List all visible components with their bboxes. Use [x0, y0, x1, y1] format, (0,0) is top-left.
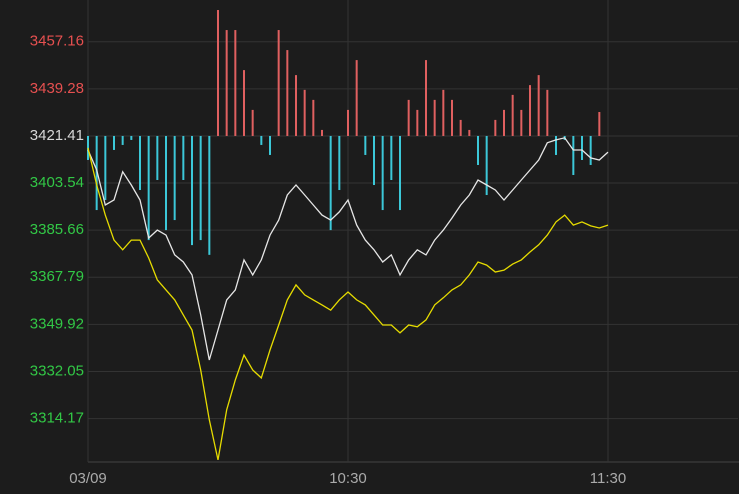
bar [139, 135, 141, 191]
bar [130, 135, 133, 140]
bar [269, 135, 271, 155]
bar [598, 112, 601, 136]
bar [555, 135, 557, 155]
bar [295, 75, 297, 136]
bar [95, 135, 98, 211]
bar [321, 129, 323, 136]
bar [277, 30, 280, 136]
bar [312, 99, 315, 136]
bar [338, 135, 341, 191]
bar [433, 99, 436, 136]
bar [286, 50, 289, 136]
bar [373, 135, 375, 186]
x-tick-label: 10:30 [329, 470, 367, 487]
bar [347, 109, 349, 136]
bar [520, 109, 523, 136]
bar [381, 135, 384, 211]
bar [329, 135, 332, 231]
y-tick-label: 3457.16 [30, 33, 84, 50]
bar [589, 135, 592, 165]
bar [113, 135, 115, 150]
bar [173, 135, 176, 221]
y-tick-label: 3385.66 [30, 221, 84, 238]
bar [407, 99, 410, 136]
bar [251, 109, 254, 136]
bar [217, 10, 219, 136]
bar [191, 135, 193, 246]
bar [199, 135, 202, 241]
y-tick-label: 3332.05 [30, 362, 84, 379]
bar [425, 60, 427, 136]
x-tick-label: 11:30 [590, 470, 626, 487]
bar [468, 129, 471, 136]
bar [529, 85, 531, 136]
bar [459, 119, 462, 136]
price-line [87, 137, 609, 361]
bar [442, 89, 445, 136]
x-tick-label: 03/09 [69, 470, 107, 487]
bar [165, 135, 167, 231]
bar [260, 135, 263, 145]
bar [511, 94, 514, 136]
bar [121, 135, 124, 145]
y-tick-label: 3314.17 [30, 410, 84, 427]
bar [147, 135, 150, 241]
bar [503, 109, 505, 136]
bar [451, 99, 453, 136]
bar [416, 109, 419, 136]
bar [494, 119, 497, 136]
y-tick-label: 3349.92 [30, 315, 84, 332]
bar [477, 135, 479, 165]
y-tick-label: 3475.03 [30, 0, 84, 3]
bar [581, 135, 583, 160]
bar [572, 135, 575, 175]
bar [485, 135, 488, 196]
bar [399, 135, 401, 211]
bar [364, 135, 367, 155]
y-tick-label: 3403.54 [30, 174, 84, 191]
bar [234, 30, 237, 136]
bar [104, 135, 107, 201]
bar [225, 30, 228, 136]
bar [537, 75, 540, 136]
bar [303, 89, 306, 136]
y-tick-label: 3421.41 [30, 127, 84, 144]
bar [546, 89, 549, 136]
bar [208, 135, 211, 255]
bar [390, 135, 393, 181]
bar [182, 135, 185, 181]
y-tick-label: 3367.79 [30, 268, 84, 285]
bar [355, 60, 358, 136]
bar [156, 135, 159, 181]
bar [243, 70, 245, 136]
y-tick-label: 3439.28 [30, 80, 84, 97]
price-line [87, 147, 609, 461]
